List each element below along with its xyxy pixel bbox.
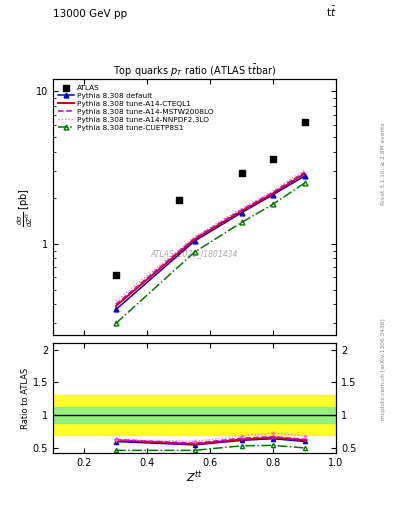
Y-axis label: $\frac{d\sigma}{dZ^{tt}}$ [pb]: $\frac{d\sigma}{dZ^{tt}}$ [pb] bbox=[15, 188, 35, 227]
Text: mcplots.cern.ch [arXiv:1306.3436]: mcplots.cern.ch [arXiv:1306.3436] bbox=[381, 318, 386, 419]
Pythia 8.308 tune-CUETP8S1 bbox=[302, 180, 307, 186]
Line: Pythia 8.308 tune-A14-CTEQL1: Pythia 8.308 tune-A14-CTEQL1 bbox=[116, 174, 305, 306]
X-axis label: $Z^{tt}$: $Z^{tt}$ bbox=[186, 470, 203, 485]
Pythia 8.308 tune-CUETP8S1 bbox=[271, 201, 275, 207]
Pythia 8.308 tune-A14-MSTW2008LO bbox=[302, 169, 307, 175]
Pythia 8.308 default bbox=[271, 191, 275, 198]
Pythia 8.308 default bbox=[114, 306, 118, 312]
Legend: ATLAS, Pythia 8.308 default, Pythia 8.308 tune-A14-CTEQL1, Pythia 8.308 tune-A14: ATLAS, Pythia 8.308 default, Pythia 8.30… bbox=[57, 83, 215, 132]
Pythia 8.308 tune-A14-NNPDF2.3LO bbox=[302, 167, 307, 173]
ATLAS bbox=[113, 271, 119, 280]
Pythia 8.308 tune-A14-NNPDF2.3LO bbox=[192, 233, 197, 240]
Pythia 8.308 default bbox=[239, 209, 244, 216]
Text: Rivet 3.1.10, ≥ 2.8M events: Rivet 3.1.10, ≥ 2.8M events bbox=[381, 122, 386, 205]
ATLAS bbox=[176, 196, 182, 204]
Pythia 8.308 tune-A14-NNPDF2.3LO bbox=[239, 205, 244, 211]
Bar bbox=[53, 395, 336, 435]
Pythia 8.308 tune-A14-MSTW2008LO bbox=[271, 189, 275, 195]
Pythia 8.308 tune-A14-CTEQL1 bbox=[239, 208, 244, 214]
Bar bbox=[53, 407, 336, 423]
Pythia 8.308 tune-A14-MSTW2008LO bbox=[114, 301, 118, 307]
Pythia 8.308 tune-A14-CTEQL1 bbox=[192, 236, 197, 242]
Pythia 8.308 default bbox=[302, 173, 307, 179]
Line: Pythia 8.308 tune-CUETP8S1: Pythia 8.308 tune-CUETP8S1 bbox=[114, 181, 307, 326]
Line: Pythia 8.308 tune-A14-NNPDF2.3LO: Pythia 8.308 tune-A14-NNPDF2.3LO bbox=[116, 170, 305, 301]
Line: Pythia 8.308 default: Pythia 8.308 default bbox=[114, 174, 307, 312]
ATLAS bbox=[239, 169, 245, 177]
Line: Pythia 8.308 tune-A14-MSTW2008LO: Pythia 8.308 tune-A14-MSTW2008LO bbox=[116, 172, 305, 304]
ATLAS bbox=[270, 155, 276, 163]
ATLAS bbox=[301, 118, 308, 126]
Pythia 8.308 tune-CUETP8S1 bbox=[239, 219, 244, 225]
Text: t$\bar{t}$: t$\bar{t}$ bbox=[325, 5, 336, 19]
Pythia 8.308 tune-CUETP8S1 bbox=[114, 320, 118, 326]
Pythia 8.308 tune-A14-NNPDF2.3LO bbox=[114, 298, 118, 304]
Text: ATLAS_2020_I1801434: ATLAS_2020_I1801434 bbox=[151, 249, 238, 258]
Title: Top quarks $p_T$ ratio (ATLAS t$\bar{t}$bar): Top quarks $p_T$ ratio (ATLAS t$\bar{t}$… bbox=[113, 63, 276, 79]
Text: 13000 GeV pp: 13000 GeV pp bbox=[53, 9, 127, 19]
Pythia 8.308 tune-A14-CTEQL1 bbox=[271, 190, 275, 197]
Pythia 8.308 tune-A14-MSTW2008LO bbox=[239, 207, 244, 213]
Pythia 8.308 default bbox=[192, 238, 197, 244]
Pythia 8.308 tune-A14-MSTW2008LO bbox=[192, 235, 197, 241]
Y-axis label: Ratio to ATLAS: Ratio to ATLAS bbox=[21, 368, 30, 429]
Pythia 8.308 tune-A14-NNPDF2.3LO bbox=[271, 187, 275, 194]
Pythia 8.308 tune-A14-CTEQL1 bbox=[302, 170, 307, 177]
Pythia 8.308 tune-CUETP8S1 bbox=[192, 249, 197, 255]
Pythia 8.308 tune-A14-CTEQL1 bbox=[114, 303, 118, 309]
